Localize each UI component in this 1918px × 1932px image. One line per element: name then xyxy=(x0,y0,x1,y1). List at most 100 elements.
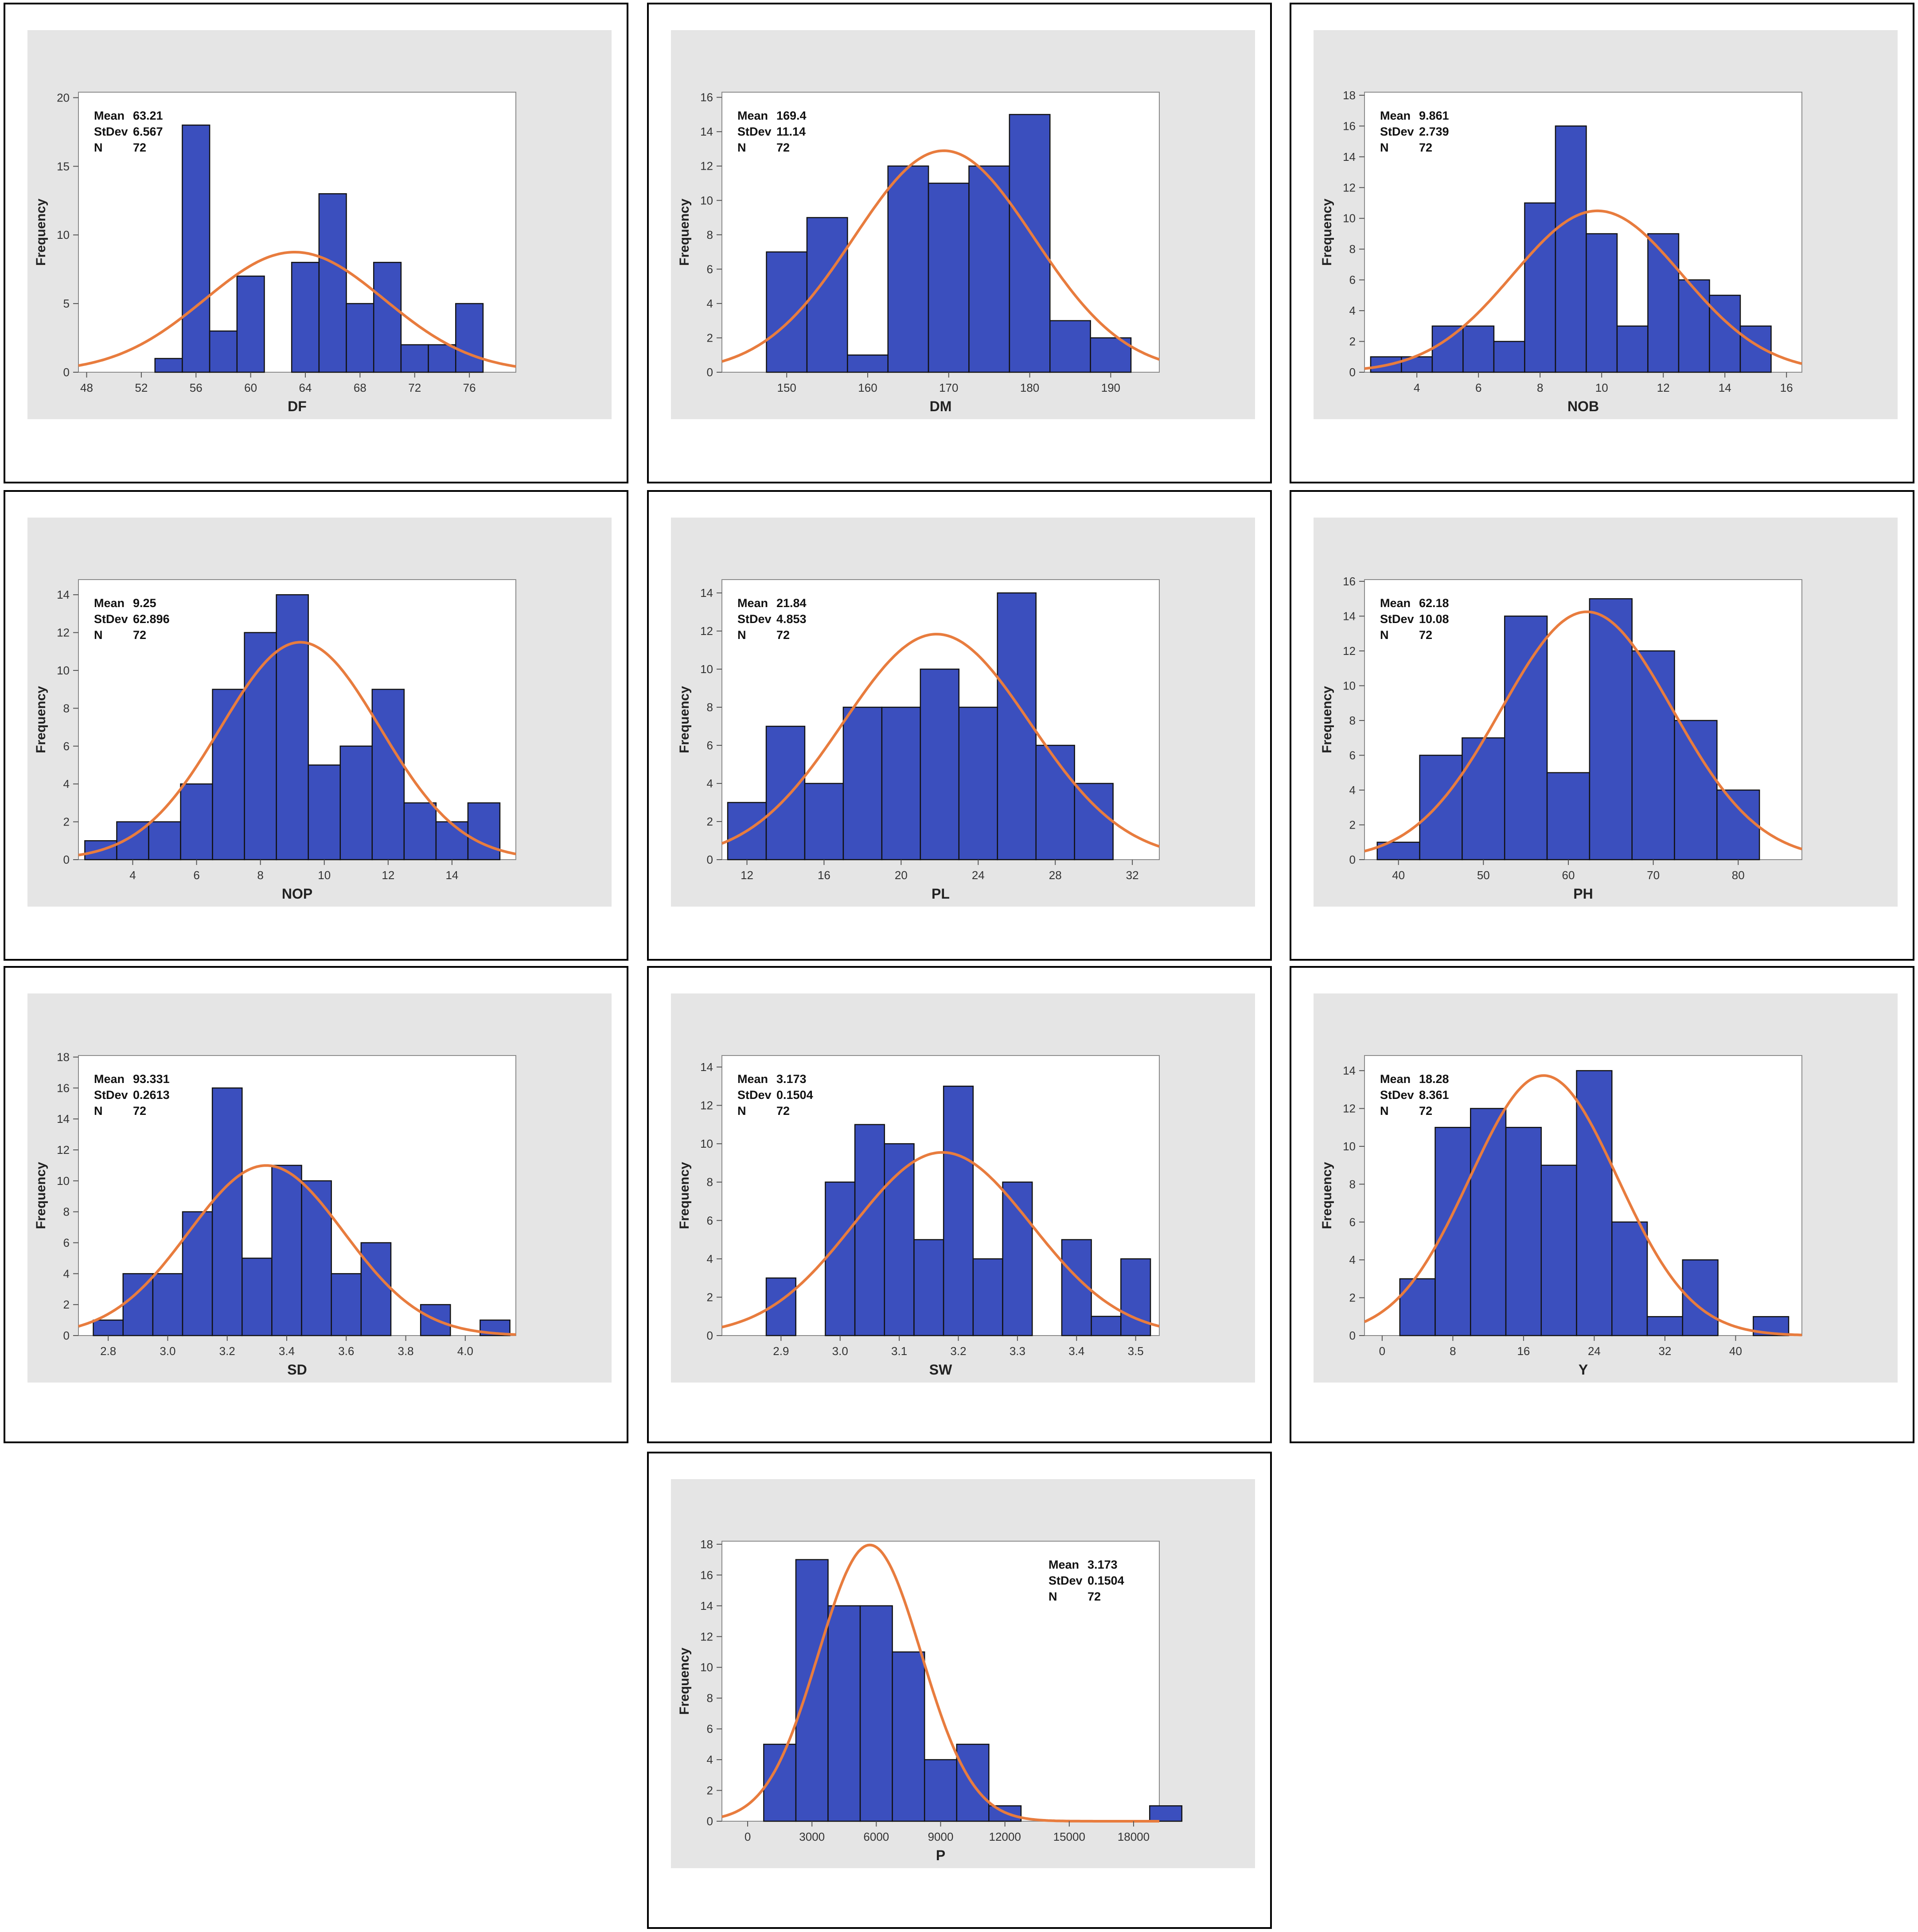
histogram-bar xyxy=(403,802,437,861)
stat-stdev-value: 11.14 xyxy=(776,125,806,138)
normal-fit-curve xyxy=(721,149,1160,363)
y-tick-label: 18 xyxy=(700,1538,713,1551)
y-tick-label: 12 xyxy=(1343,644,1356,658)
x-tick-label: 32 xyxy=(1658,1344,1671,1358)
stat-mean-label: Mean xyxy=(1049,1558,1079,1571)
normal-fit-curve xyxy=(721,633,1160,848)
x-tick-label: 3.2 xyxy=(950,1344,966,1358)
x-tick-label: 12000 xyxy=(989,1830,1021,1843)
y-tick-label: 10 xyxy=(1343,1140,1356,1153)
histogram-bar xyxy=(842,706,883,861)
y-tick-label: 10 xyxy=(700,662,713,676)
histogram-bar xyxy=(428,344,456,373)
x-axis-label: Y xyxy=(1579,1362,1588,1378)
histogram-bar xyxy=(308,764,341,861)
y-tick-label: 16 xyxy=(700,1568,713,1581)
y-tick-label: 8 xyxy=(1349,1177,1356,1191)
stat-stdev-label: StDev xyxy=(737,1088,772,1102)
y-tick-label: 8 xyxy=(707,1176,713,1189)
stat-mean-value: 63.21 xyxy=(133,109,163,122)
y-tick-label: 16 xyxy=(1343,119,1356,132)
stat-stdev-label: StDev xyxy=(1380,125,1414,138)
x-tick-label: 6000 xyxy=(863,1830,889,1843)
y-tick-label: 2 xyxy=(63,1298,70,1311)
stat-mean-label: Mean xyxy=(1380,1072,1411,1086)
y-tick-label: 0 xyxy=(707,366,713,379)
histogram-bar xyxy=(1049,320,1091,373)
y-tick-label: 12 xyxy=(57,1143,70,1157)
stat-n-value: 72 xyxy=(133,141,146,154)
histogram-bar xyxy=(435,821,469,861)
y-tick-label: 8 xyxy=(707,1691,713,1705)
histogram-bar xyxy=(1586,233,1618,373)
histogram-bar xyxy=(236,275,265,373)
y-tick-label: 6 xyxy=(707,1722,713,1736)
y-tick-label: 4 xyxy=(707,297,713,310)
y-tick-label: 2 xyxy=(63,815,70,829)
histogram-bar xyxy=(1524,202,1556,373)
x-tick-label: 3.8 xyxy=(398,1344,413,1358)
histogram-panel-nob: 4 6 8 10 12 14 16 0 2 4 6 8 10 12 14 16 18 NOB Frequency Me… xyxy=(1290,3,1914,483)
stat-n-value: 72 xyxy=(133,1104,146,1118)
stat-mean-value: 169.4 xyxy=(776,109,807,122)
histogram-bar xyxy=(346,303,374,373)
histogram-bar xyxy=(182,125,211,373)
y-tick-label: 4 xyxy=(1349,783,1356,797)
x-tick-label: 6 xyxy=(193,869,199,882)
histogram-bar xyxy=(825,1181,856,1336)
histogram-bar xyxy=(1678,279,1710,373)
stat-n-value: 72 xyxy=(1419,628,1432,642)
histogram-bar xyxy=(1504,615,1548,861)
y-tick-label: 4 xyxy=(707,777,713,790)
x-tick-label: 190 xyxy=(1101,381,1120,394)
histogram-bar xyxy=(467,802,501,861)
stat-stdev-value: 2.739 xyxy=(1419,125,1449,138)
histogram-bar xyxy=(360,1242,392,1336)
histogram-bar xyxy=(331,1273,362,1336)
x-tick-label: 16 xyxy=(818,869,830,882)
histogram-panel-p: 0 3000 6000 9000 12000 15000 18000 0 2 4 6 8 10 12 14 1… xyxy=(647,1452,1272,1929)
stat-stdev-value: 4.853 xyxy=(776,612,807,626)
histogram-bar xyxy=(1616,325,1649,373)
y-axis-label: Frequency xyxy=(677,199,692,266)
y-tick-label: 14 xyxy=(700,1599,713,1613)
histogram-bar xyxy=(373,261,402,373)
histogram-bar xyxy=(1399,1278,1436,1336)
y-tick-label: 14 xyxy=(1343,150,1356,164)
stat-stdev-value: 0.1504 xyxy=(776,1088,813,1102)
x-tick-label: 60 xyxy=(244,381,257,394)
y-tick-label: 10 xyxy=(57,228,70,242)
stat-mean-value: 18.28 xyxy=(1419,1072,1449,1086)
stat-stdev-value: 8.361 xyxy=(1419,1088,1449,1102)
x-tick-label: 0 xyxy=(745,1830,751,1843)
x-axis-label: NOB xyxy=(1567,398,1599,414)
stat-n-label: N xyxy=(737,628,746,642)
histogram-bar xyxy=(242,1258,273,1336)
y-tick-label: 5 xyxy=(63,297,70,310)
histogram-panel-y: 0 8 16 24 32 40 0 2 4 6 8 10 12 14 Y Frequency Mean 18.28… xyxy=(1290,966,1914,1443)
y-tick-label: 0 xyxy=(63,853,70,866)
y-tick-label: 4 xyxy=(1349,1253,1356,1266)
stat-stdev-label: StDev xyxy=(94,125,128,138)
histogram-bar xyxy=(1589,598,1633,861)
x-tick-label: 3.3 xyxy=(1010,1344,1025,1358)
x-tick-label: 56 xyxy=(190,381,203,394)
histogram-bar xyxy=(1470,1108,1507,1336)
x-tick-label: 48 xyxy=(80,381,93,394)
y-tick-label: 2 xyxy=(707,331,713,344)
y-tick-label: 10 xyxy=(57,1174,70,1188)
x-axis-label: SW xyxy=(929,1362,952,1378)
x-tick-label: 16 xyxy=(1780,381,1793,394)
stat-n-label: N xyxy=(94,628,103,642)
x-tick-label: 9000 xyxy=(928,1830,954,1843)
x-tick-label: 3.1 xyxy=(891,1344,907,1358)
histogram-bar xyxy=(339,745,373,861)
y-tick-label: 12 xyxy=(1343,181,1356,194)
histogram-bar xyxy=(859,1605,893,1822)
histogram-bar xyxy=(1419,755,1463,861)
y-axis-label: Frequency xyxy=(677,686,692,753)
x-tick-label: 12 xyxy=(741,869,753,882)
stat-mean-label: Mean xyxy=(94,596,125,610)
stat-stdev-label: StDev xyxy=(1380,1088,1414,1102)
histogram-bar xyxy=(1576,1070,1613,1336)
